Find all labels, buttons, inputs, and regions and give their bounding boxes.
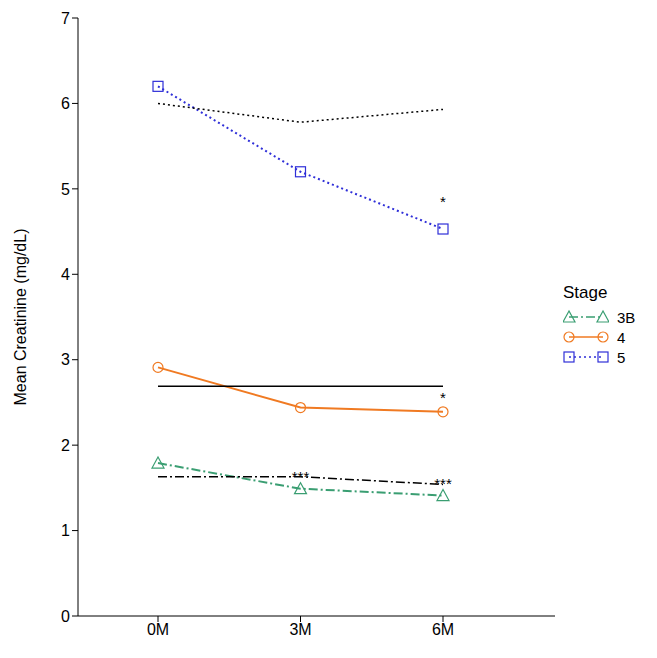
- svg-text:6: 6: [61, 95, 70, 112]
- svg-text:7: 7: [61, 10, 70, 27]
- svg-text:5: 5: [61, 181, 70, 198]
- svg-text:1: 1: [61, 522, 70, 539]
- svg-text:0M: 0M: [147, 621, 169, 638]
- svg-text:*: *: [440, 193, 446, 210]
- svg-text:***: ***: [292, 468, 310, 485]
- html-text:3B: 3B: [617, 308, 636, 326]
- svg-text:6M: 6M: [432, 621, 454, 638]
- svg-text:*: *: [440, 389, 446, 406]
- html-text:5: 5: [617, 348, 626, 366]
- svg-text:***: ***: [434, 475, 452, 492]
- svg-text:2: 2: [61, 437, 70, 454]
- html-text:4: 4: [617, 328, 626, 346]
- svg-text:4: 4: [61, 266, 70, 283]
- svg-text:0: 0: [61, 608, 70, 625]
- svg-text:3M: 3M: [289, 621, 311, 638]
- html-text:Stage: Stage: [563, 283, 608, 302]
- svg-text:3: 3: [61, 351, 70, 368]
- svg-text:Mean Creatinine (mg/dL): Mean Creatinine (mg/dL): [12, 229, 29, 406]
